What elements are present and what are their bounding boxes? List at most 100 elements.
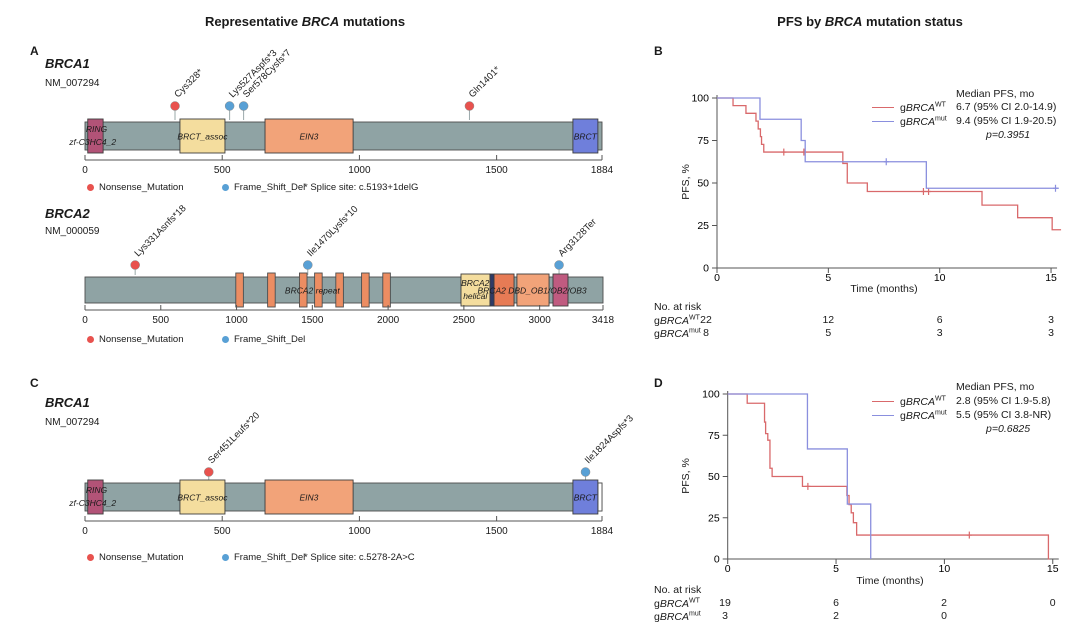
km-x-tick-label: 15 — [1045, 272, 1057, 284]
km-legend-series-name: gBRCAmut — [900, 115, 947, 128]
legend-item-frameshift: Frame_Shift_Del — [222, 552, 305, 563]
risk-value: 3 — [1048, 327, 1054, 339]
aa-axis-tick-label: 3000 — [529, 315, 552, 326]
lollipop-track-brca1-panel-c: BRCA1 NM_007294 RING zf-C3HC4_2 BRCT_assoc EI… — [0, 375, 650, 575]
panel-letter-a: A — [30, 44, 39, 58]
risk-row-label: gBRCAmut — [654, 610, 701, 623]
domain-label: BRCA2 repeat — [285, 286, 340, 296]
repeat-mark — [314, 272, 323, 308]
domain-box — [572, 118, 599, 154]
domain-label: zf-C3HC4_2 — [68, 498, 116, 508]
aa-axis-tick-label: 500 — [214, 165, 231, 176]
km-legend-swatch-mut — [872, 121, 894, 122]
mutation-label: Lys331Asnfs*18 — [133, 203, 189, 259]
repeat-mark — [298, 272, 308, 308]
risk-value: 22 — [700, 314, 712, 326]
lollipop-plot-svg: RING zf-C3HC4_2 BRCT_assoc EIN3 BRCT Ser451Le… — [68, 410, 636, 537]
domain-label: BRCT_assoc — [177, 493, 228, 503]
km-x-tick-label: 15 — [1047, 563, 1059, 575]
km-legend-swatch-wt — [872, 107, 894, 108]
mutation-label: Cys328* — [172, 67, 205, 100]
risk-value: 0 — [1049, 597, 1056, 609]
km-curve-mut — [717, 97, 1059, 189]
repeat-mark — [382, 272, 391, 308]
km-legend-median-text: 5.5 (95% CI 3.8-NR) — [956, 409, 1052, 421]
domain-box — [552, 273, 569, 307]
panel-letter-b: B — [654, 44, 663, 58]
km-curve-mut — [727, 393, 872, 559]
panel-letter-c: C — [30, 376, 39, 390]
km-y-tick-label: 25 — [697, 220, 709, 232]
risk-row-label: gBRCAWT — [654, 597, 700, 610]
km-legend-median-text: 6.7 (95% CI 2.0-14.9) — [956, 101, 1057, 113]
legend-dot — [87, 335, 94, 343]
mutation-dot-nonsense — [170, 101, 180, 111]
legend-dot — [87, 553, 94, 561]
title-gene-italic: BRCA — [301, 14, 340, 29]
lollipop-track-brca1-panel-a: BRCA1 NM_007294 RING zf-C3HC4_2 BRCT_assoc EI… — [0, 48, 650, 198]
domain-label: BRCA2 — [461, 278, 490, 288]
legend-item-nonsense: Nonsense_Mutation — [87, 182, 184, 193]
km-curve-wt — [727, 393, 1050, 560]
legend-dot — [222, 553, 229, 561]
lollipop-legend: Nonsense_Mutation Frame_Shift_Del * Splice… — [0, 552, 650, 566]
risk-value: 2 — [941, 597, 947, 609]
aa-axis-tick-label: 1000 — [225, 315, 248, 326]
km-y-tick-label: 0 — [714, 554, 720, 566]
mutation-dot-frameshift — [303, 260, 313, 270]
km-x-tick-label: 10 — [939, 563, 951, 575]
km-x-axis-label: Time (months) — [856, 575, 924, 587]
gene-name: BRCA2 — [45, 206, 90, 221]
domain-box — [264, 118, 354, 154]
lollipop-legend: Nonsense_Mutation Frame_Shift_Del * Splice… — [0, 182, 650, 196]
transcript-id: NM_000059 — [45, 226, 100, 237]
risk-table-title: No. at risk — [654, 584, 702, 596]
mutation-dot-frameshift — [224, 101, 235, 111]
lollipop-legend: Nonsense_Mutation Frame_Shift_Del — [0, 334, 650, 348]
aa-axis-tick-label: 500 — [214, 526, 231, 537]
risk-value: 2 — [833, 610, 839, 622]
aa-axis-tick-label: 2000 — [377, 315, 400, 326]
aa-axis-tick-label: 1500 — [485, 526, 508, 537]
km-y-tick-label: 50 — [708, 471, 720, 483]
mutation-dot-nonsense — [130, 260, 140, 270]
domain-box — [516, 273, 550, 307]
km-p-value: p=0.6825 — [986, 423, 1031, 435]
right-column-title: PFS by BRCA mutation status — [650, 14, 1090, 29]
risk-value: 6 — [833, 597, 839, 609]
risk-value: 19 — [719, 597, 731, 609]
risk-row-label: gBRCAmut — [654, 327, 701, 340]
aa-axis-tick-label: 2500 — [453, 315, 476, 326]
backbone-tail — [597, 482, 603, 512]
aa-axis-tick-label: 500 — [152, 315, 169, 326]
legend-dot — [222, 183, 229, 191]
aa-axis-tick-label: 1884 — [591, 526, 614, 537]
domain-label: BRCT — [574, 132, 598, 142]
km-panel-d: 0 25 50 75 100 0 5 10 15 PFS, % Time (months) Media… — [650, 370, 1090, 642]
domain-box — [572, 479, 599, 515]
aa-axis-tick-label: 1500 — [301, 315, 324, 326]
domain-label: EIN3 — [299, 493, 318, 503]
title-text: mutations — [339, 14, 406, 29]
risk-value: 3 — [722, 610, 728, 622]
km-legend-swatch-mut — [872, 415, 894, 416]
km-y-tick-label: 50 — [697, 178, 709, 190]
km-x-tick-label: 0 — [714, 272, 720, 284]
km-x-tick-label: 5 — [825, 272, 831, 284]
mutation-dot-frameshift — [580, 467, 591, 477]
lollipop-track-brca2-panel-a: BRCA2 NM_000059 BRCA2 repeat BRCA2 helical BR… — [0, 200, 650, 348]
mutation-label: Ser451Leufs*20 — [206, 410, 262, 466]
km-legend-series-name: gBRCAWT — [900, 101, 946, 114]
km-panel-b: 0 25 50 75 100 0 5 10 15 PFS, % Time (months) Media… — [650, 40, 1090, 345]
transcript-id: NM_007294 — [45, 417, 100, 428]
km-legend-series-name: gBRCAWT — [900, 395, 946, 408]
km-y-tick-label: 25 — [708, 512, 720, 524]
domain-box — [264, 479, 354, 515]
km-y-tick-label: 75 — [708, 430, 720, 442]
risk-table-title: No. at risk — [654, 301, 702, 313]
repeat-mark — [335, 272, 344, 308]
aa-axis-tick-label: 1000 — [348, 165, 371, 176]
